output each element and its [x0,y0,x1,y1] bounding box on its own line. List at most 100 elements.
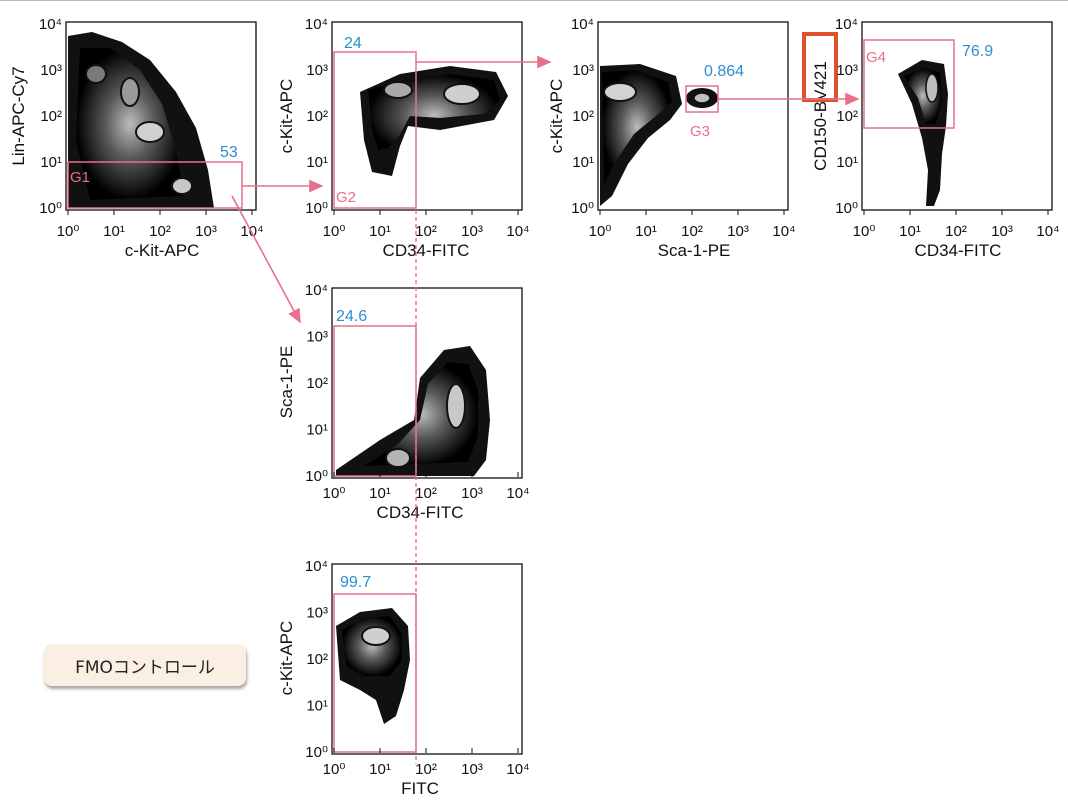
x-tick-label: 10⁰ [323,761,346,778]
x-tick-label: 10² [945,223,967,240]
plot-4: G4 76.9 CD34-FITC CD150-BV421 10⁰ 10¹ 10² 1… [802,16,1060,260]
x-tick-label: 10² [415,761,437,778]
x-axis-title: CD34-FITC [915,241,1002,260]
y-tick-label: 10¹ [306,422,328,439]
x-axis-title: CD34-FITC [383,241,470,260]
gate-g2-box [333,51,417,209]
gate-g4-label: G4 [866,49,886,66]
arrow-g1-to-plot5 [231,195,301,324]
fmo-control-badge: FMOコントロール [44,644,246,686]
y-tick-label: 10⁰ [571,200,594,217]
y-axis-ticks: 10⁰ 10¹ 10² 10³ 10⁴ [835,16,858,217]
density-cloud [360,66,508,176]
y-tick-label: 10⁰ [305,200,328,217]
x-axis-title: CD34-FITC [377,503,464,522]
y-tick-label: 10³ [572,62,594,79]
y-axis-ticks: 10⁰ 10¹ 10² 10³ 10⁴ [39,16,62,217]
plot-frame [861,21,1053,211]
x-tick-label: 10¹ [369,223,391,240]
x-tick-label: 10³ [461,485,483,502]
x-tick-label: 10⁰ [589,223,612,240]
plot-1: G1 53 c-Kit-APC Lin-APC-Cy7 10⁰ 10¹ 10² 10³… [9,16,264,260]
gate-g1-label: G1 [70,169,90,186]
x-tick-label: 10³ [461,761,483,778]
x-tick-label: 10⁴ [506,223,529,240]
x-tick-label: 10³ [991,223,1013,240]
y-tick-label: 10⁴ [571,16,594,33]
density-cloud [898,60,948,206]
y-tick-label: 10⁴ [305,16,328,33]
y-tick-label: 10¹ [572,154,594,171]
y-tick-label: 10¹ [306,698,328,715]
y-tick-label: 10⁰ [305,468,328,485]
y-tick-label: 10³ [306,62,328,79]
plot-frame [597,21,789,211]
y-tick-label: 10¹ [306,154,328,171]
gate-percent: 24.6 [336,308,367,325]
gate-g2-label: G2 [336,189,356,206]
gate-percent: 99.7 [340,574,371,591]
y-tick-label: 10³ [306,605,328,622]
x-tick-label: 10¹ [369,761,391,778]
y-tick-label: 10⁴ [305,558,328,575]
x-axis-title: FITC [401,779,439,798]
gating-arrows [231,55,860,764]
gate-g3-label: G3 [690,123,710,140]
plot-6: 99.7 FITC c-Kit-APC 10⁰ 10¹ 10² 10³ 10⁴ 10⁰1… [277,558,530,798]
x-tick-label: 10⁰ [853,223,876,240]
y-axis-title: c-Kit-APC [547,79,566,154]
x-axis-title: c-Kit-APC [125,241,200,260]
x-tick-label: 10⁴ [772,223,795,240]
gate-g1-box [67,161,243,209]
y-axis-ticks: 10⁰ 10¹ 10² 10³ 10⁴ [305,16,328,217]
y-tick-label: 10² [572,108,594,125]
y-tick-label: 10⁴ [39,16,62,33]
x-tick-label: 10¹ [899,223,921,240]
plot-5: 24.6 CD34-FITC Sca-1-PE 10⁰ 10¹ 10² 10³ 10⁴ … [277,282,530,522]
y-tick-label: 10² [306,375,328,392]
gate-g3-percent: 0.864 [704,63,744,80]
y-axis-title: c-Kit-APC [277,79,296,154]
x-tick-label: 10⁰ [323,485,346,502]
x-tick-label: 10² [415,485,437,502]
x-tick-label: 10² [415,223,437,240]
y-tick-label: 10³ [40,62,62,79]
x-tick-label: 10⁴ [506,485,529,502]
x-tick-label: 10¹ [103,223,125,240]
x-tick-label: 10⁰ [57,223,80,240]
gate-g1-percent: 53 [220,144,238,161]
y-axis-title: CD150-BV421 [811,61,830,171]
y-tick-label: 10⁴ [835,16,858,33]
top-rule [0,0,1068,1]
y-tick-label: 10⁰ [39,200,62,217]
y-tick-label: 10² [306,108,328,125]
y-tick-label: 10² [836,108,858,125]
x-tick-label: 10² [149,223,171,240]
y-axis-title: c-Kit-APC [277,621,296,696]
x-axis-title: Sca-1-PE [658,241,731,260]
plot-frame [331,287,523,479]
x-axis-ticks: 10⁰ 10¹ 10² 10³ 10⁴ [323,472,530,502]
y-axis-title: Lin-APC-Cy7 [9,66,28,165]
y-axis-title: Sca-1-PE [277,346,296,419]
x-tick-label: 10¹ [369,485,391,502]
y-tick-label: 10² [306,651,328,668]
plot-frame [65,21,257,211]
y-tick-label: 10⁰ [835,200,858,217]
y-tick-label: 10¹ [40,154,62,171]
density-cloud [336,346,490,476]
x-tick-label: 10⁰ [323,223,346,240]
y-tick-label: 10³ [306,329,328,346]
plot-frame [331,21,523,211]
gate-g4-percent: 76.9 [962,43,993,60]
fmo-control-label: FMOコントロール [75,657,215,678]
density-cloud [336,608,410,724]
y-tick-label: 10² [40,108,62,125]
y-tick-label: 10⁴ [305,282,328,299]
y-axis-ticks: 10⁰ 10¹ 10² 10³ 10⁴ [571,16,594,217]
